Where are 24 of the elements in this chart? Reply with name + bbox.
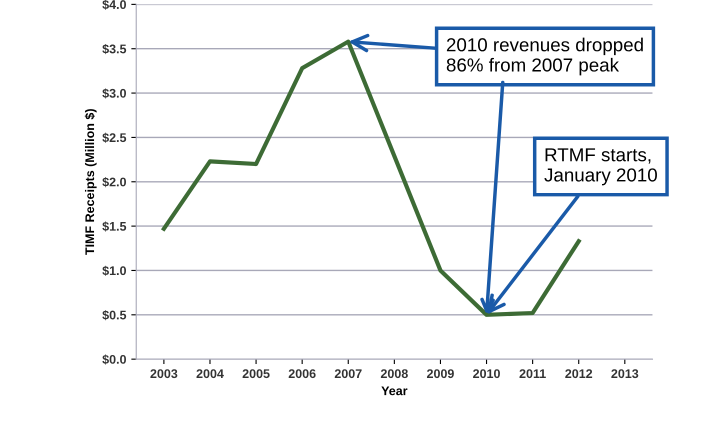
y-tick-label: $3.0 [102, 88, 126, 99]
x-tick-label: 2007 [334, 369, 362, 378]
x-tick-label: 2004 [196, 369, 224, 378]
annotation: 2010 revenues dropped 86% from 2007 peak [446, 38, 643, 76]
y-tick-label: $2.0 [102, 177, 126, 188]
y-tick-label: $0.5 [102, 310, 126, 320]
y-axis-title: TIMF Receipts (Million $) [84, 109, 97, 255]
x-tick-label: 2003 [150, 369, 178, 378]
y-tick-label: $3.5 [102, 44, 126, 54]
y-tick-label: $0.0 [102, 354, 126, 365]
y-tick-label: $1.5 [102, 221, 126, 232]
y-tick-label: $2.5 [102, 132, 126, 143]
x-tick-label: 2011 [520, 369, 546, 378]
x-tick-label: 2010 [473, 369, 500, 378]
x-tick-label: 2012 [565, 369, 592, 378]
y-tick-label: $1.0 [102, 266, 126, 276]
x-tick-label: 2013 [611, 369, 638, 378]
x-tick-label: 2006 [288, 369, 316, 378]
y-tick-label: $4.0 [102, 0, 126, 10]
annotation: RTMF starts, January 2010 [544, 148, 657, 186]
x-tick-label: 2005 [242, 369, 270, 378]
x-axis-title: Year [381, 386, 408, 396]
x-tick-label: 2008 [380, 369, 408, 378]
x-tick-label: 2009 [426, 369, 454, 378]
